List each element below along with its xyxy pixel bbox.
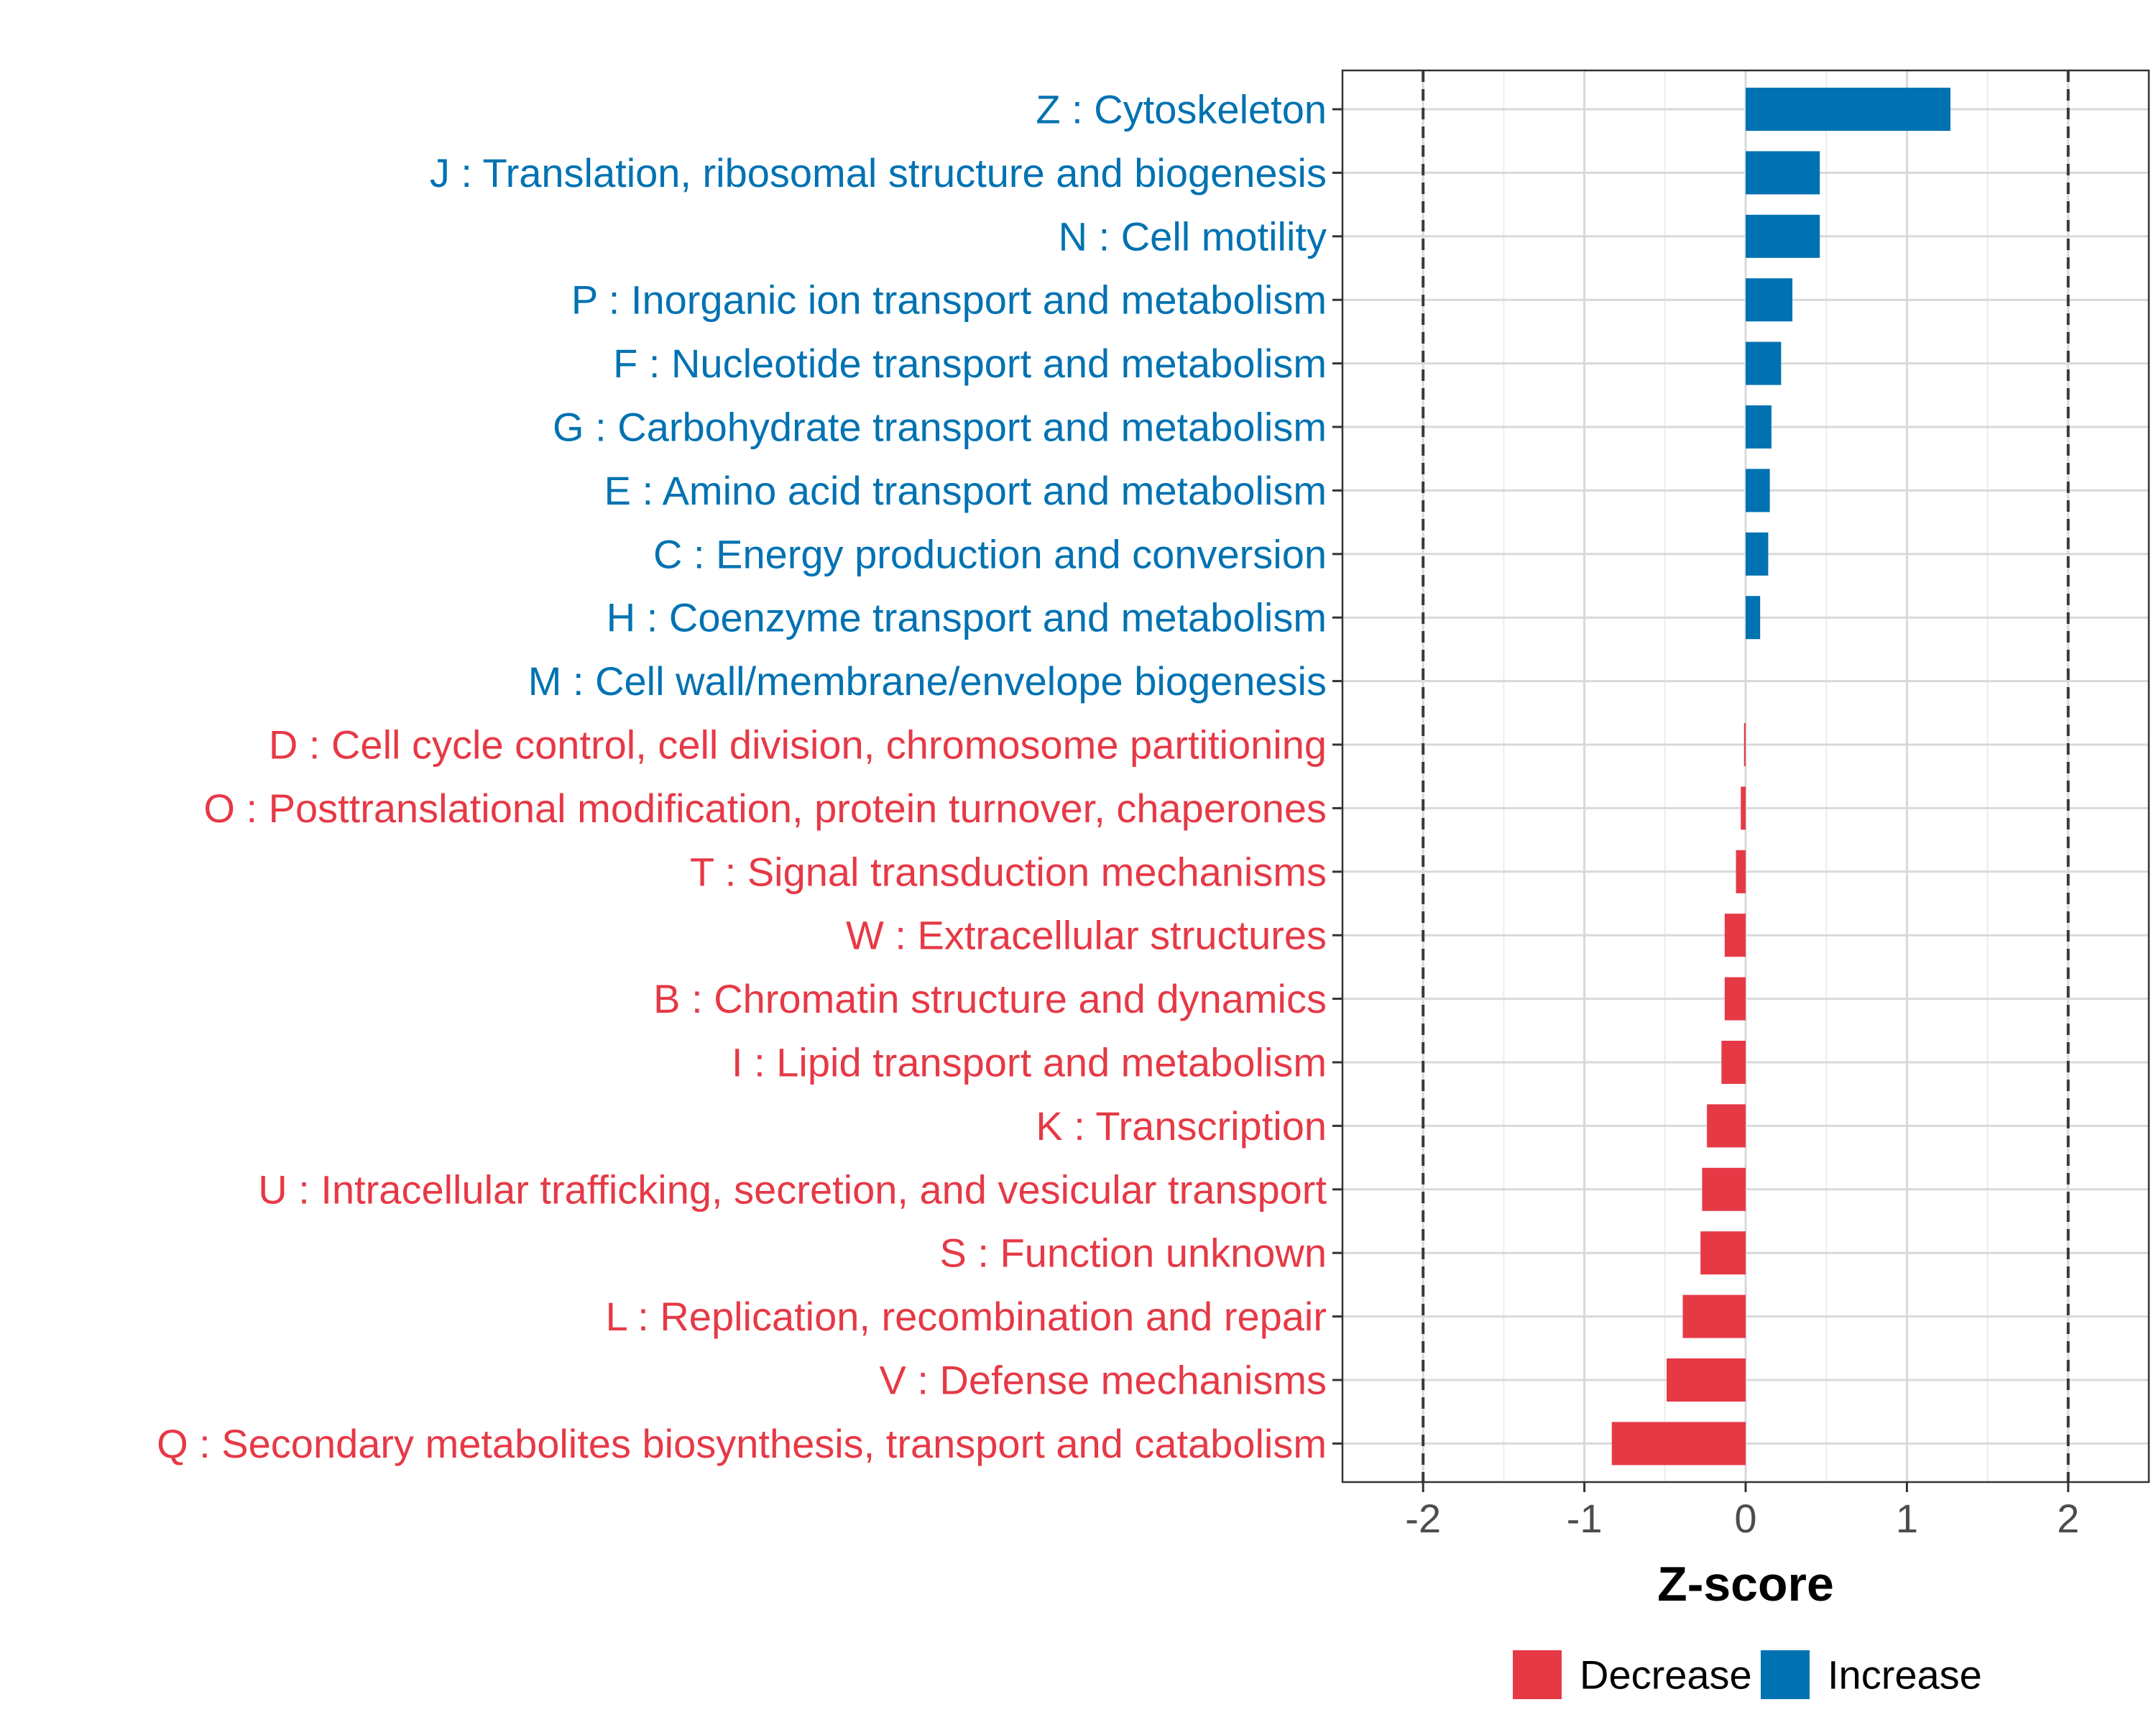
- y-axis-ticks: [1332, 108, 1342, 1445]
- bar: [1724, 914, 1746, 957]
- category-label: O : Posttranslational modification, prot…: [203, 786, 1327, 831]
- bar: [1746, 532, 1769, 576]
- bar: [1746, 469, 1770, 512]
- bar: [1746, 151, 1820, 195]
- bar: [1743, 723, 1746, 766]
- bar: [1611, 1422, 1746, 1466]
- category-label: C : Energy production and conversion: [653, 531, 1327, 576]
- bar: [1702, 1167, 1746, 1211]
- legend-key-increase: [1761, 1650, 1810, 1699]
- category-label: P : Inorganic ion transport and metaboli…: [571, 277, 1327, 323]
- category-label: L : Replication, recombination and repai…: [606, 1294, 1327, 1339]
- category-label: V : Defense mechanisms: [880, 1358, 1327, 1403]
- category-label: K : Transcription: [1036, 1103, 1327, 1149]
- category-label: I : Lipid transport and metabolism: [732, 1040, 1327, 1085]
- category-label: W : Extracellular structures: [846, 913, 1327, 958]
- bar: [1736, 850, 1746, 893]
- category-label: H : Coenzyme transport and metabolism: [607, 595, 1327, 640]
- category-label: Z : Cytoskeleton: [1036, 87, 1327, 132]
- category-label: T : Signal transduction mechanisms: [690, 849, 1327, 894]
- legend: Decrease Increase: [1513, 1650, 1982, 1699]
- legend-label: Increase: [1828, 1652, 1982, 1698]
- x-tick-label: 0: [1734, 1496, 1756, 1541]
- bar: [1746, 214, 1820, 258]
- category-label: F : Nucleotide transport and metabolism: [613, 341, 1327, 386]
- bar: [1746, 341, 1782, 385]
- category-labels: Z : Cytoskeleton J : Translation, ribosom…: [157, 87, 1327, 1466]
- category-label: J : Translation, ribosomal structure and…: [430, 150, 1327, 196]
- category-label: B : Chromatin structure and dynamics: [653, 976, 1327, 1021]
- legend-key-decrease: [1513, 1650, 1562, 1699]
- bar: [1746, 278, 1793, 322]
- bar: [1724, 977, 1746, 1021]
- x-axis-title: Z-score: [1657, 1557, 1834, 1611]
- bar: [1746, 405, 1772, 448]
- bar: [1741, 786, 1746, 830]
- reference-lines: [1422, 70, 2070, 1482]
- category-label: G : Carbohydrate transport and metabolis…: [553, 405, 1327, 450]
- legend-label: Decrease: [1580, 1652, 1752, 1698]
- bar: [1721, 1041, 1746, 1084]
- category-label: S : Function unknown: [939, 1230, 1327, 1276]
- category-label: M : Cell wall/membrane/envelope biogenes…: [528, 658, 1327, 704]
- bar: [1667, 1358, 1746, 1402]
- category-label: U : Intracellular trafficking, secretion…: [258, 1167, 1327, 1212]
- category-label: D : Cell cycle control, cell division, c…: [269, 722, 1327, 768]
- x-tick-label: -1: [1567, 1496, 1603, 1541]
- bar: [1682, 1294, 1746, 1338]
- bar: [1700, 1231, 1746, 1275]
- bar: [1746, 88, 1950, 131]
- bars: [1611, 88, 1950, 1466]
- bar: [1707, 1104, 1746, 1148]
- category-label: E : Amino acid transport and metabolism: [604, 468, 1327, 513]
- x-axis-ticks: -2 -1 0 1 2: [1405, 1482, 2079, 1541]
- x-tick-label: 1: [1896, 1496, 1918, 1541]
- x-tick-label: 2: [2057, 1496, 2079, 1541]
- category-label: N : Cell motility: [1059, 213, 1327, 259]
- x-tick-label: -2: [1405, 1496, 1441, 1541]
- bar: [1746, 596, 1761, 640]
- category-label: Q : Secondary metabolites biosynthesis, …: [157, 1421, 1327, 1466]
